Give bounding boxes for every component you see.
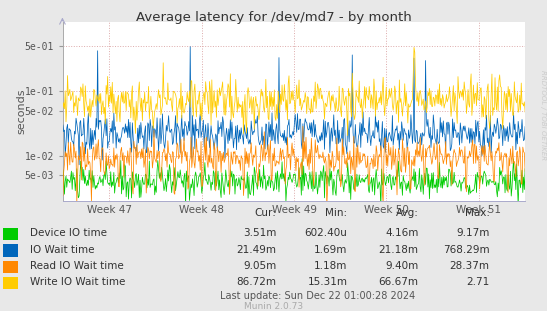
Text: IO Wait time: IO Wait time: [30, 245, 95, 255]
Text: 2.71: 2.71: [466, 277, 490, 287]
Text: 21.49m: 21.49m: [236, 245, 276, 255]
Text: 4.16m: 4.16m: [385, 228, 418, 238]
Text: Cur:: Cur:: [254, 208, 276, 218]
Text: 21.18m: 21.18m: [379, 245, 418, 255]
Text: 3.51m: 3.51m: [243, 228, 276, 238]
Text: 602.40u: 602.40u: [305, 228, 347, 238]
Text: Max:: Max:: [464, 208, 490, 218]
Text: Read IO Wait time: Read IO Wait time: [30, 261, 124, 271]
Text: RRDTOOL / TOBI OETIKER: RRDTOOL / TOBI OETIKER: [540, 70, 546, 160]
Text: Munin 2.0.73: Munin 2.0.73: [244, 302, 303, 311]
Text: Average latency for /dev/md7 - by month: Average latency for /dev/md7 - by month: [136, 11, 411, 24]
Text: Last update: Sun Dec 22 01:00:28 2024: Last update: Sun Dec 22 01:00:28 2024: [220, 291, 415, 301]
Text: 768.29m: 768.29m: [443, 245, 490, 255]
Text: 9.05m: 9.05m: [243, 261, 276, 271]
Text: Write IO Wait time: Write IO Wait time: [30, 277, 125, 287]
Text: 9.17m: 9.17m: [456, 228, 490, 238]
Text: Avg:: Avg:: [395, 208, 418, 218]
Text: 86.72m: 86.72m: [236, 277, 276, 287]
Y-axis label: seconds: seconds: [17, 88, 27, 134]
Text: Device IO time: Device IO time: [30, 228, 107, 238]
Text: 15.31m: 15.31m: [307, 277, 347, 287]
Text: 1.18m: 1.18m: [314, 261, 347, 271]
Text: 1.69m: 1.69m: [314, 245, 347, 255]
Text: 28.37m: 28.37m: [450, 261, 490, 271]
Text: 66.67m: 66.67m: [379, 277, 418, 287]
Text: 9.40m: 9.40m: [385, 261, 418, 271]
Text: Min:: Min:: [325, 208, 347, 218]
